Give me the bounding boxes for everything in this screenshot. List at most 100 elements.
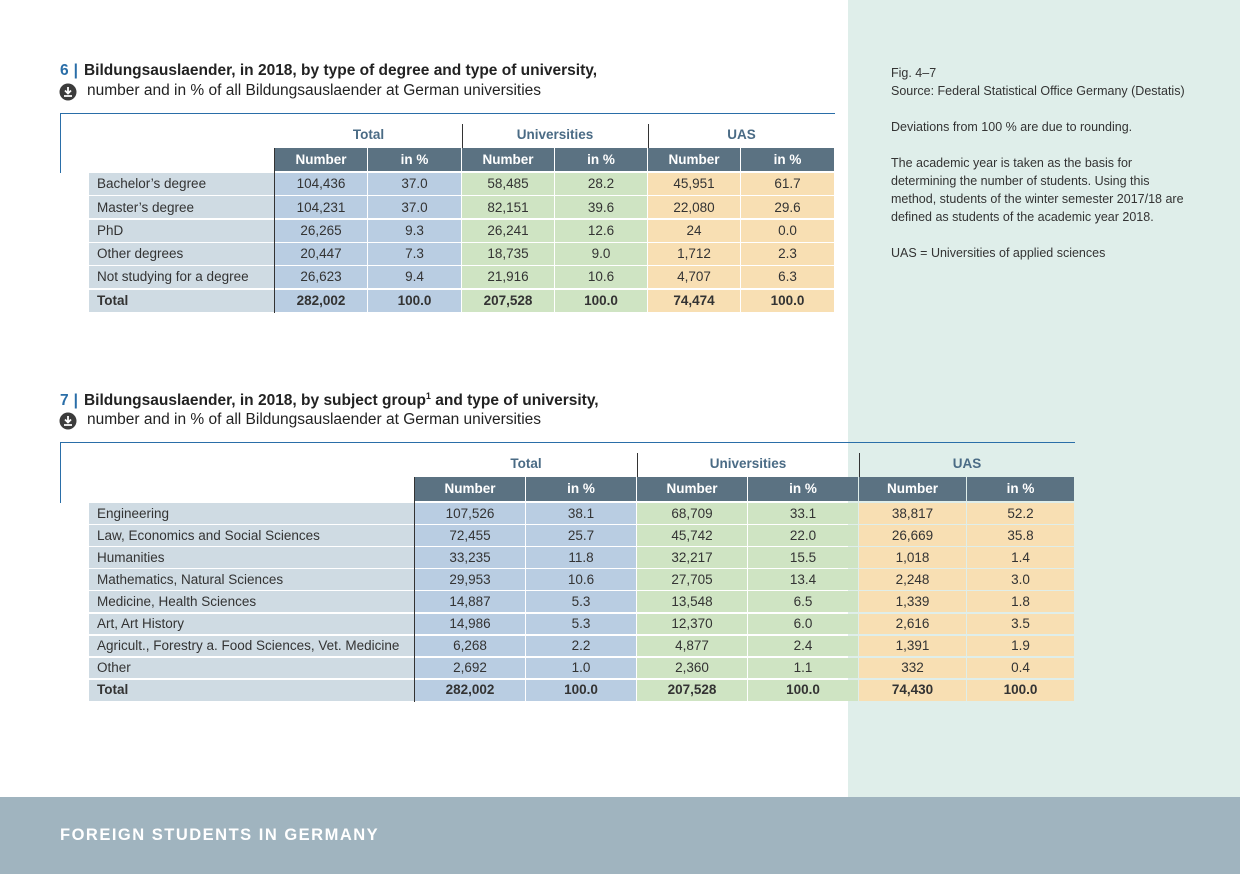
cell: 100.0 [368, 289, 461, 312]
cell: 7.3 [368, 242, 461, 265]
side-notes: Fig. 4–7 Source: Federal Statistical Off… [891, 64, 1191, 280]
cell: 2.2 [526, 635, 636, 657]
cell: 1,391 [859, 635, 966, 657]
cell: 72,455 [415, 525, 525, 546]
subheader: in % [368, 148, 461, 171]
cell: 1,018 [859, 547, 966, 568]
cell: 2,692 [415, 657, 525, 679]
row-label: PhD [89, 219, 274, 242]
rule [60, 113, 61, 173]
group-header: Total [510, 456, 542, 471]
cell: 11.8 [526, 547, 636, 568]
fig-number: Fig. 4–7 [891, 66, 937, 80]
cell: 282,002 [415, 679, 525, 701]
row-label: Total [89, 289, 274, 312]
cell: 37.0 [368, 196, 461, 219]
cell: 45,951 [648, 173, 740, 195]
cell: 26,623 [275, 266, 367, 289]
cell: 33,235 [415, 547, 525, 568]
cell: 1.8 [967, 591, 1074, 613]
download-icon [59, 83, 77, 101]
cell: 6.3 [741, 266, 834, 289]
separator: | [73, 392, 78, 410]
cell: 13.4 [748, 569, 858, 591]
title-text: and type of university, [430, 392, 599, 410]
cell: 14,986 [415, 613, 525, 635]
cell: 9.3 [368, 219, 461, 242]
divider [274, 148, 275, 313]
cell: 104,436 [275, 173, 367, 195]
cell: 22.0 [748, 525, 858, 546]
row-label: Law, Economics and Social Sciences [89, 525, 414, 546]
cell: 100.0 [555, 289, 647, 312]
cell: 21,916 [462, 266, 554, 289]
table-number: 7 [60, 392, 69, 410]
group-header: Total [352, 127, 385, 142]
cell: 29,953 [415, 569, 525, 591]
divider [859, 453, 860, 477]
row-label: Art, Art History [89, 613, 414, 635]
cell: 1.9 [967, 635, 1074, 657]
divider [637, 453, 638, 477]
cell: 39.6 [555, 196, 647, 219]
row-label: Master’s degree [89, 196, 274, 219]
cell: 68,709 [637, 503, 747, 524]
cell: 38.1 [526, 503, 636, 524]
row-label: Other degrees [89, 242, 274, 265]
row-label: Mathematics, Natural Sciences [89, 569, 414, 591]
cell: 37.0 [368, 173, 461, 195]
cell: 2.4 [748, 635, 858, 657]
cell: 104,231 [275, 196, 367, 219]
cell: 3.5 [967, 613, 1074, 635]
rule [60, 442, 61, 503]
cell: 282,002 [275, 289, 367, 312]
subheader: in % [526, 477, 636, 501]
row-label: Engineering [89, 503, 414, 524]
cell: 5.3 [526, 613, 636, 635]
cell: 27,705 [637, 569, 747, 591]
title-text: Bildungsauslaender, in 2018, by type of … [83, 62, 598, 79]
cell: 100.0 [526, 679, 636, 701]
table-subtitle: number and in % of all Bildungsauslaende… [87, 411, 542, 428]
cell: 100.0 [748, 679, 858, 701]
cell: 58,485 [462, 173, 554, 195]
cell: 26,669 [859, 525, 966, 546]
cell: 5.3 [526, 591, 636, 613]
subheader: in % [741, 148, 834, 171]
subheader: Number [275, 148, 367, 171]
cell: 1.0 [526, 657, 636, 679]
cell: 25.7 [526, 525, 636, 546]
subheader: Number [648, 148, 740, 171]
cell: 20,447 [275, 242, 367, 265]
cell: 35.8 [967, 525, 1074, 546]
cell: 207,528 [637, 679, 747, 701]
footer: FOREIGN STUDENTS IN GERMANY [0, 797, 1240, 874]
cell: 52.2 [967, 503, 1074, 524]
row-label: Humanities [89, 547, 414, 568]
footer-title: FOREIGN STUDENTS IN GERMANY [60, 826, 380, 844]
cell: 3.0 [967, 569, 1074, 591]
cell: 6.0 [748, 613, 858, 635]
note: The academic year is taken as the basis … [891, 156, 1184, 224]
cell: 45,742 [637, 525, 747, 546]
cell: 332 [859, 657, 966, 679]
group-header: UAS [952, 456, 982, 471]
table-number: 6 [60, 62, 69, 79]
cell: 6,268 [415, 635, 525, 657]
cell: 207,528 [462, 289, 554, 312]
row-label: Medicine, Health Sciences [89, 591, 414, 613]
cell: 2,248 [859, 569, 966, 591]
cell: 74,430 [859, 679, 966, 701]
cell: 9.0 [555, 242, 647, 265]
cell: 24 [648, 219, 740, 242]
source: Source: Federal Statistical Office Germa… [891, 84, 1185, 98]
cell: 1,339 [859, 591, 966, 613]
group-header: UAS [727, 127, 756, 142]
divider [648, 124, 649, 148]
cell: 14,887 [415, 591, 525, 613]
fig-ref: Fig. 4–7 [891, 64, 1191, 82]
note: UAS = Universities of applied sciences [891, 246, 1106, 260]
cell: 15.5 [748, 547, 858, 568]
cell: 100.0 [967, 679, 1074, 701]
